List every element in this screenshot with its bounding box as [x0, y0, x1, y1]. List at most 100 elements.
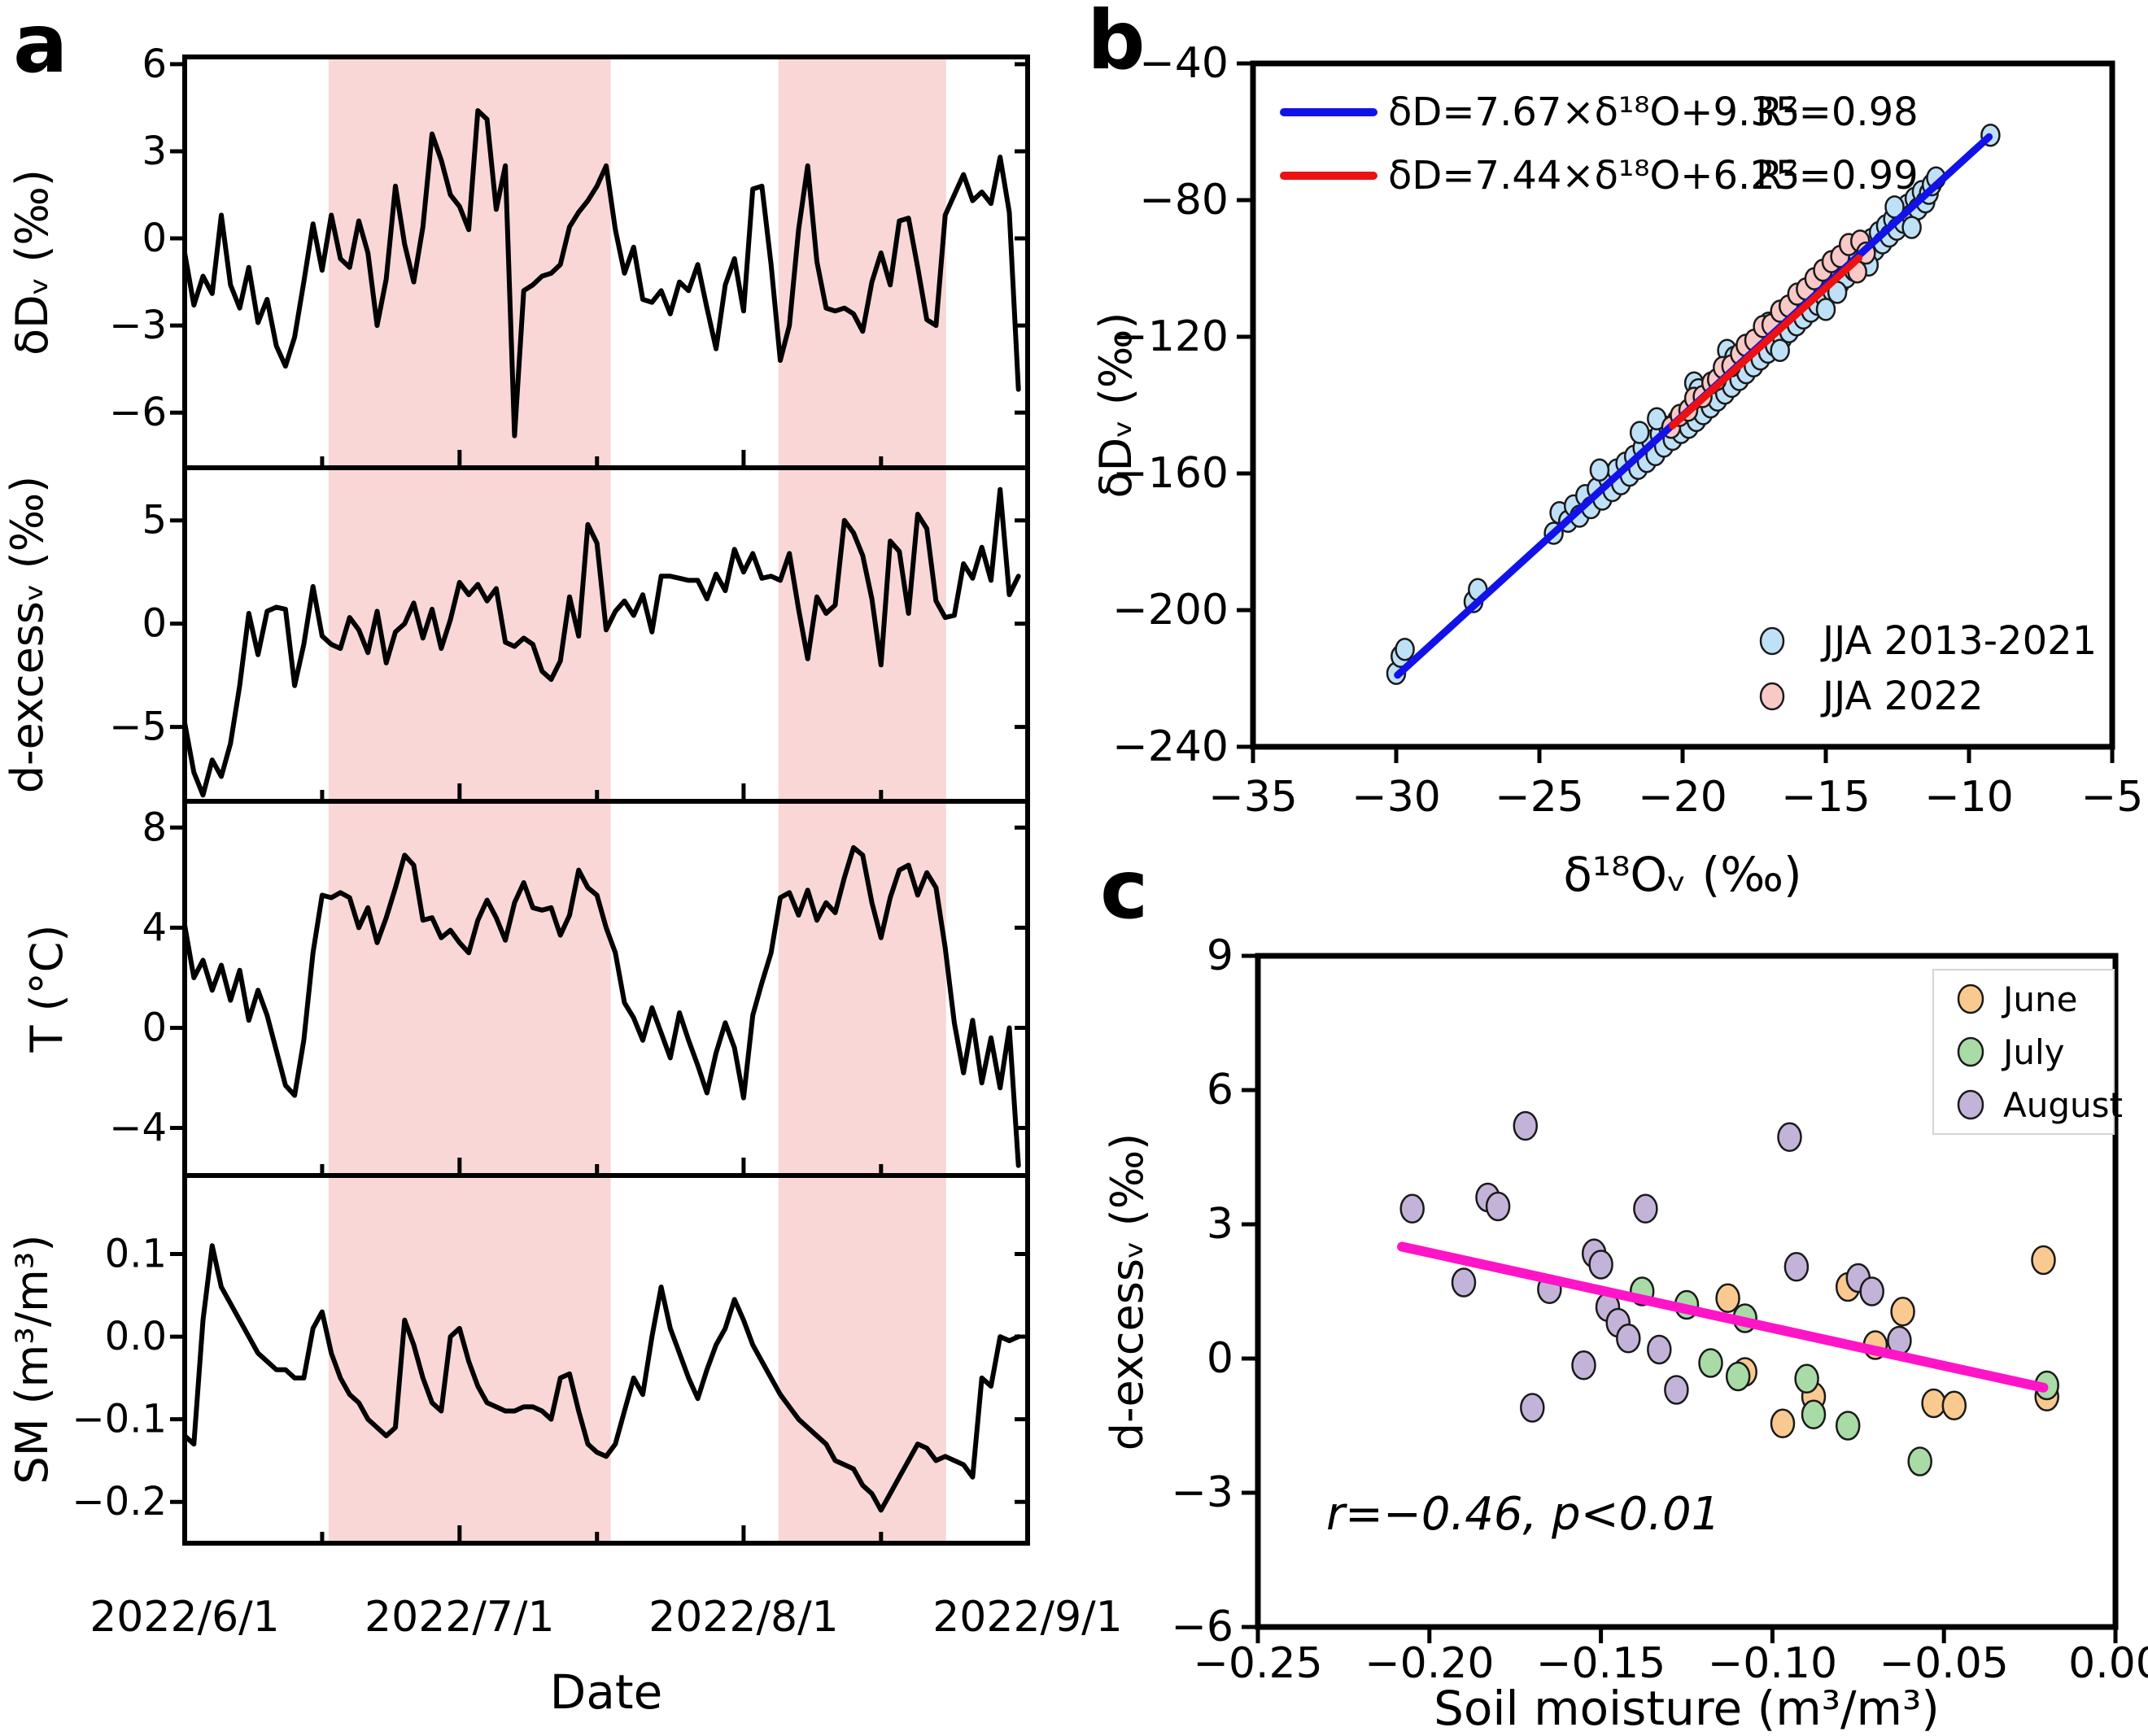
fit-r-squared: R²=0.98 [1756, 89, 1919, 135]
panel-b-letter: b [1087, 0, 1146, 88]
fit-line-1 [1669, 254, 1862, 430]
y-tick-label: 8 [142, 805, 167, 850]
legend-label: JJA 2013-2021 [1820, 618, 2097, 664]
data-point [1770, 1408, 1796, 1439]
legend-label: JJA 2022 [1820, 674, 1984, 719]
x-tick-label: −35 [1208, 773, 1298, 822]
y-tick-label: −6 [109, 390, 167, 435]
time-series-line [182, 844, 1021, 1168]
x-tick-label: −30 [1351, 773, 1441, 822]
data-point [1633, 1193, 1658, 1224]
fit-r-squared: R²=0.99 [1756, 153, 1919, 198]
x-tick-label: 2022/9/1 [932, 1593, 1123, 1642]
legend-marker [1957, 1089, 1984, 1120]
heatwave-band-1 [778, 59, 946, 465]
y-tick-label: −240 [1112, 722, 1229, 771]
panel-a-letter: a [13, 0, 68, 91]
heatwave-band-0 [328, 59, 611, 465]
y-axis-title: d-excessᵥ (‰) [1102, 1133, 1153, 1451]
y-tick-label: −80 [1139, 176, 1229, 225]
panel-a-subplot-1: 5 0 −5 d-excessᵥ (‰) [2, 465, 1030, 804]
panel-c-frame [1255, 953, 2119, 1630]
x-axis-title: Soil moisture (m³/m³) [1434, 1681, 1940, 1736]
x-tick-label: −0.25 [1193, 1639, 1322, 1688]
legend-label: August [2003, 1085, 2123, 1125]
data-point [1647, 1334, 1672, 1365]
panel-c-letter: c [1100, 842, 1149, 937]
data-point [1715, 1283, 1740, 1314]
panel-b: −35 −30 −25 −20 −15 −10 −5 −40 −80 −120 −160 −200 −2… [1090, 39, 2143, 902]
data-point [1835, 1411, 1861, 1441]
data-point [1815, 298, 1836, 321]
panel-a-subplot-3: 0.1 0.0 −0.1 −0.2 SM (m³/m³) [7, 1173, 1030, 1546]
data-point [1629, 421, 1650, 444]
data-point [1901, 216, 1922, 239]
y-tick-label: 0 [142, 1005, 167, 1050]
data-point [1921, 1388, 1946, 1419]
legend-marker [1759, 626, 1785, 656]
legend-marker [1957, 1036, 1984, 1067]
fit-equation: δD=7.67×δ¹⁸O+9.35 [1388, 89, 1800, 135]
x-tick-label: −0.05 [1880, 1639, 2009, 1688]
fit-line-0 [1397, 1241, 2049, 1393]
data-point [2031, 1245, 2056, 1276]
panel-a: 6 3 0 −3 −6 δDᵥ (‰) 5 0 −5 d-excessᵥ (‰) 8 4 0 −4 T (°… [2, 41, 1123, 1720]
data-point [1890, 1297, 1915, 1327]
data-point [1801, 1399, 1827, 1430]
y-tick-label: 6 [1207, 1066, 1233, 1114]
data-point [1794, 1363, 1819, 1394]
data-point [1395, 638, 1415, 661]
x-tick-label: −15 [1781, 773, 1871, 822]
data-point [1589, 458, 1610, 482]
y-tick-label: −3 [1171, 1468, 1233, 1517]
y-axis-title: SM (m³/m³) [7, 1235, 58, 1485]
legend-label: June [2001, 979, 2077, 1019]
legend-label: July [2001, 1032, 2065, 1072]
y-tick-label: −6 [1171, 1603, 1233, 1651]
y-tick-label: 0.1 [105, 1231, 167, 1276]
x-tick-label: −25 [1495, 773, 1584, 822]
x-tick-label: −0.20 [1364, 1639, 1494, 1688]
y-axis-title: T (°C) [21, 925, 72, 1053]
data-point [1783, 1252, 1810, 1282]
y-tick-label: 3 [142, 129, 167, 174]
x-tick-label: −5 [2081, 773, 2144, 822]
heatwave-band-0 [328, 804, 611, 1173]
data-point [1725, 1361, 1751, 1392]
y-tick-label: −5 [109, 704, 167, 750]
data-point [1698, 1348, 1723, 1378]
subplot-frame [182, 1173, 1030, 1546]
y-tick-label: 0 [142, 216, 167, 261]
y-tick-label: −120 [1112, 312, 1229, 361]
data-point [1884, 195, 1905, 219]
y-axis-title: d-excessᵥ (‰) [2, 476, 53, 794]
panel-a-subplot-0: 6 3 0 −3 −6 δDᵥ (‰) [7, 41, 1030, 470]
panel-c: −0.25 −0.20 −0.15 −0.10 −0.05 0.00 9 6 3 0 −3 −6 Soi… [1102, 931, 2148, 1736]
y-tick-label: 6 [142, 41, 167, 87]
data-point [1451, 1267, 1477, 1298]
fit-equation: δD=7.44×δ¹⁸O+6.25 [1388, 153, 1800, 198]
scatter-series-august [1399, 1110, 1912, 1423]
y-tick-label: 3 [1207, 1200, 1233, 1249]
x-tick-label: 0.00 [2068, 1639, 2148, 1688]
y-tick-label: 0 [142, 601, 167, 647]
data-point [1588, 1250, 1613, 1280]
data-point [1941, 1390, 1967, 1421]
data-point [1513, 1110, 1539, 1141]
x-tick-label: 2022/6/1 [90, 1593, 280, 1642]
data-point [1520, 1393, 1545, 1423]
data-point [1664, 1375, 1689, 1405]
legend-marker [1957, 984, 1984, 1014]
y-tick-label: 4 [142, 905, 167, 950]
y-tick-label: −4 [109, 1106, 167, 1151]
panel-a-subplot-2: 8 4 0 −4 T (°C) [21, 799, 1030, 1178]
data-point [1777, 1122, 1802, 1153]
x-tick-label: −20 [1638, 773, 1727, 822]
y-tick-label: −3 [109, 303, 167, 348]
data-point [1399, 1193, 1425, 1224]
x-axis-title: Date [550, 1664, 663, 1720]
data-point [1859, 1276, 1884, 1306]
y-tick-label: −200 [1112, 586, 1229, 635]
y-axis-title: δDᵥ (‰) [7, 169, 58, 355]
